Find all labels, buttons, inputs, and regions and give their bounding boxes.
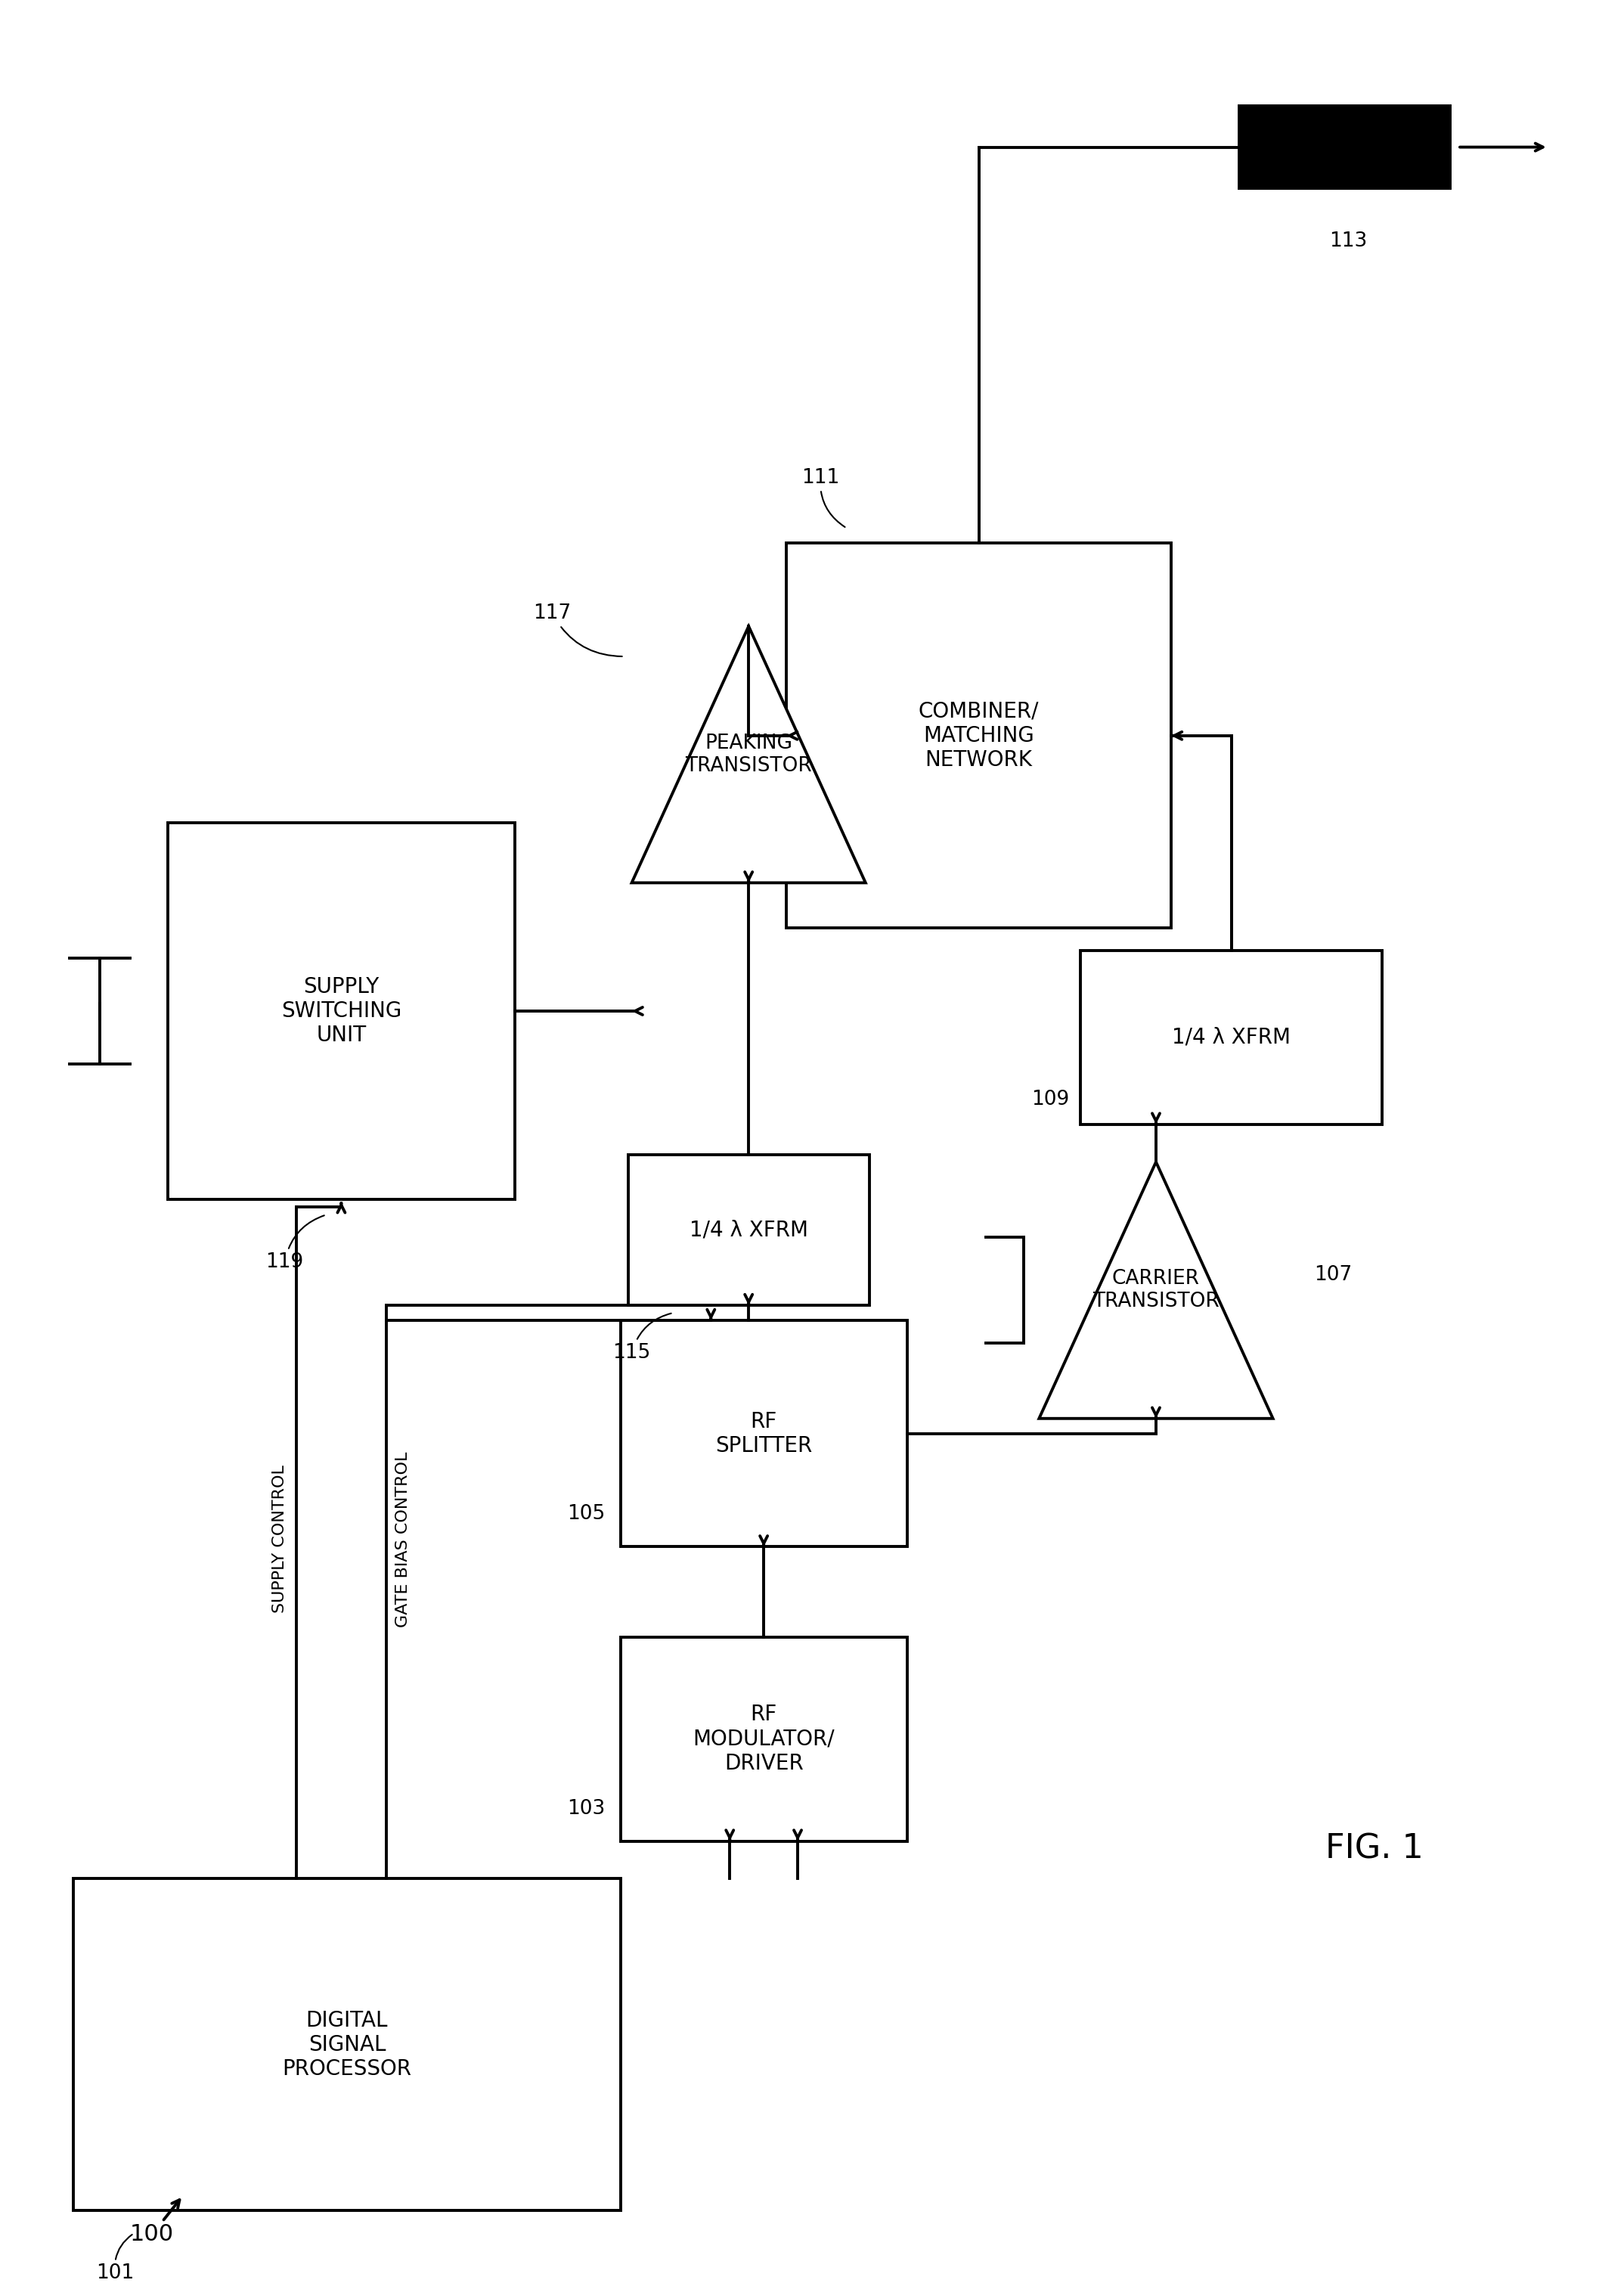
Text: SUPPLY CONTROL: SUPPLY CONTROL <box>271 1466 287 1614</box>
Text: 119: 119 <box>266 1215 325 1272</box>
Bar <box>620 1320 908 1548</box>
Text: 1/4 λ XFRM: 1/4 λ XFRM <box>1173 1027 1291 1048</box>
Text: 101: 101 <box>96 2235 135 2283</box>
Text: 1/4 λ XFRM: 1/4 λ XFRM <box>689 1219 809 1240</box>
Text: SUPPLY
SWITCHING
UNIT: SUPPLY SWITCHING UNIT <box>281 975 401 1046</box>
Text: 109: 109 <box>1031 1089 1069 1110</box>
Text: COMBINER/
MATCHING
NETWORK: COMBINER/ MATCHING NETWORK <box>919 701 1039 772</box>
Text: 100: 100 <box>130 2201 180 2246</box>
Text: 107: 107 <box>1314 1265 1353 1285</box>
Polygon shape <box>632 626 866 884</box>
Text: 113: 113 <box>1330 231 1367 251</box>
Text: 105: 105 <box>567 1504 606 1525</box>
Bar <box>167 822 515 1199</box>
Polygon shape <box>1039 1162 1273 1418</box>
Text: 103: 103 <box>567 1799 606 1817</box>
Text: 115: 115 <box>612 1313 671 1363</box>
Text: CARRIER
TRANSISTOR: CARRIER TRANSISTOR <box>1093 1269 1220 1310</box>
Text: PEAKING
TRANSISTOR: PEAKING TRANSISTOR <box>685 733 812 776</box>
Text: 111: 111 <box>801 468 844 527</box>
Text: FIG. 1: FIG. 1 <box>1325 1833 1424 1865</box>
Bar <box>73 1879 620 2210</box>
Bar <box>786 543 1171 929</box>
Bar <box>620 1637 908 1840</box>
Bar <box>1080 950 1382 1123</box>
Text: RF
MODULATOR/
DRIVER: RF MODULATOR/ DRIVER <box>693 1703 835 1774</box>
Bar <box>628 1155 869 1306</box>
Text: 117: 117 <box>533 603 622 658</box>
Text: GATE BIAS CONTROL: GATE BIAS CONTROL <box>396 1452 411 1628</box>
Bar <box>1239 105 1450 189</box>
Text: RF
SPLITTER: RF SPLITTER <box>715 1411 812 1457</box>
Text: DIGITAL
SIGNAL
PROCESSOR: DIGITAL SIGNAL PROCESSOR <box>283 2009 411 2080</box>
